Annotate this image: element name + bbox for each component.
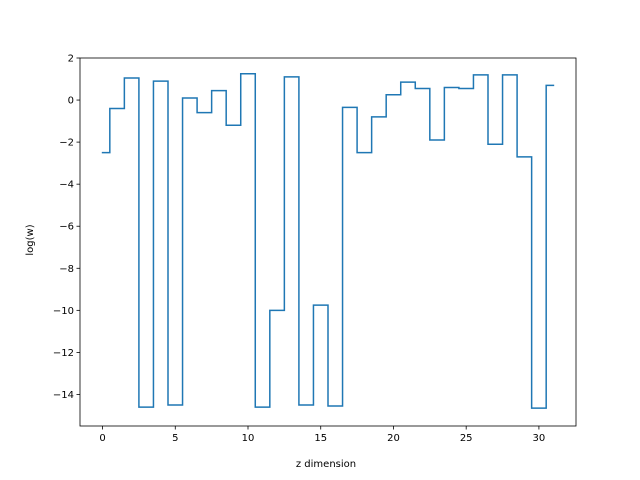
series-line-0 <box>101 73 555 409</box>
x-tick-label-6: 30 <box>533 433 546 444</box>
y-tick-label-0: 2 <box>68 54 74 65</box>
y-tick-label-5: −8 <box>59 264 74 275</box>
y-tick-label-2: −2 <box>59 138 74 149</box>
x-tick-label-4: 20 <box>387 433 400 444</box>
y-tick-label-4: −6 <box>59 222 74 233</box>
axes-frame <box>79 57 577 427</box>
y-tick-label-6: −10 <box>53 306 74 317</box>
x-axis-label: z dimension <box>296 459 356 470</box>
y-tick-label-7: −12 <box>53 348 74 359</box>
x-tick-label-1: 5 <box>172 433 178 444</box>
y-tick-label-1: 0 <box>68 96 74 107</box>
x-tick-label-5: 25 <box>460 433 473 444</box>
y-tick-label-3: −4 <box>59 180 74 191</box>
x-tick-label-0: 0 <box>99 433 105 444</box>
y-axis-label: log(w) <box>25 224 36 255</box>
x-tick-label-3: 15 <box>314 433 327 444</box>
series-layer <box>101 73 555 409</box>
y-tick-label-8: −14 <box>53 390 74 401</box>
x-tick-label-2: 10 <box>242 433 255 444</box>
